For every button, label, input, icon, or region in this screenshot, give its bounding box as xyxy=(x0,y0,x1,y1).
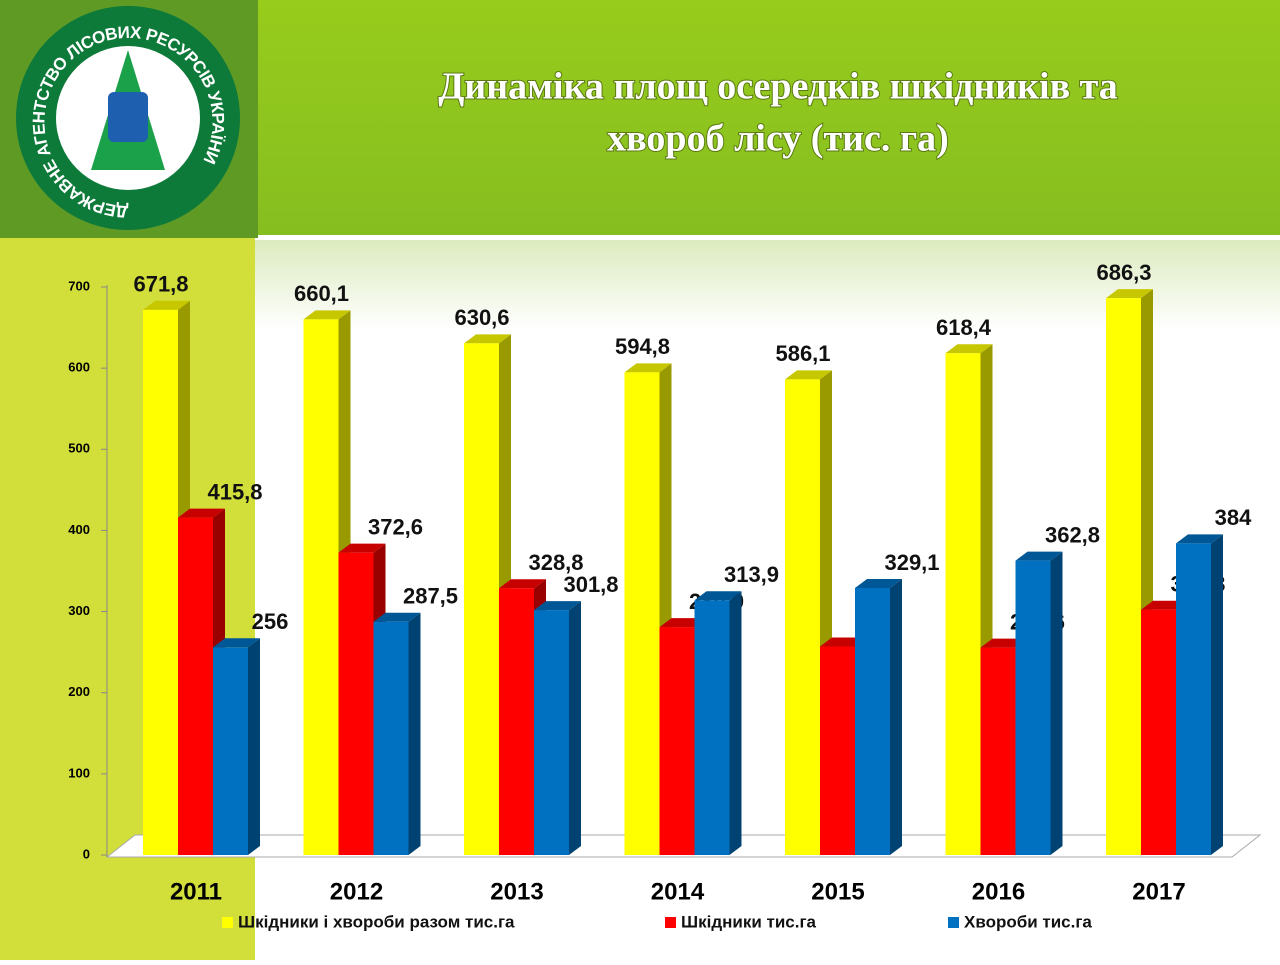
value-label: 686,3 xyxy=(1096,260,1151,285)
bar-top xyxy=(464,334,511,344)
logo-shield xyxy=(108,92,148,142)
bar-top xyxy=(303,310,351,320)
legend-label: Шкідники тис.га xyxy=(681,912,817,931)
y-tick-label: 200 xyxy=(68,684,90,699)
value-label: 362,8 xyxy=(1045,522,1100,547)
bar xyxy=(785,379,820,855)
x-tick-label: 2014 xyxy=(651,878,705,905)
legend-swatch xyxy=(948,917,959,928)
bar xyxy=(855,587,890,855)
y-tick-label: 500 xyxy=(68,441,90,456)
x-tick-label: 2013 xyxy=(490,878,543,905)
bar xyxy=(303,319,339,856)
bar-top xyxy=(143,300,190,310)
bar xyxy=(945,353,981,855)
legend-swatch xyxy=(222,917,233,928)
bar xyxy=(338,552,374,855)
bar-top xyxy=(624,363,672,373)
bar-top xyxy=(1015,551,1063,561)
bar xyxy=(373,621,409,855)
bar xyxy=(980,647,1016,855)
value-label: 660,1 xyxy=(294,281,349,306)
bar-top xyxy=(373,612,421,622)
value-label: 256 xyxy=(252,609,289,634)
value-label: 586,1 xyxy=(775,341,830,366)
bar-top xyxy=(1106,289,1153,299)
y-tick-label: 100 xyxy=(68,765,90,780)
value-label: 630,6 xyxy=(454,305,509,330)
bar-top xyxy=(694,591,742,601)
bar xyxy=(534,610,569,855)
bar-side xyxy=(569,601,581,855)
bar-side xyxy=(890,578,902,855)
bar xyxy=(213,647,248,855)
value-label: 313,9 xyxy=(724,562,779,587)
bar-side xyxy=(1211,534,1223,855)
legend-label: Шкідники і хвороби разом тис.га xyxy=(238,912,515,931)
bar xyxy=(178,517,213,855)
value-label: 594,8 xyxy=(615,334,670,359)
x-tick-label: 2011 xyxy=(170,878,222,905)
logo: ДЕРЖАВНЕ АГЕНТСТВО ЛІСОВИХ РЕСУРСІВ УКРА… xyxy=(16,6,240,230)
value-label: 328,8 xyxy=(528,550,583,575)
bar-side xyxy=(1050,551,1063,855)
bar xyxy=(499,588,534,855)
value-label: 301,8 xyxy=(563,572,618,597)
bar xyxy=(659,627,695,855)
y-tick-label: 600 xyxy=(68,360,90,375)
bar xyxy=(624,372,660,855)
bar xyxy=(1015,560,1051,855)
bar-side xyxy=(729,591,742,855)
title-line: Динаміка площ осередків шкідників та xyxy=(438,66,1118,108)
legend-label: Хвороби тис.га xyxy=(964,912,1092,931)
title-line: хвороб лісу (тис. га) xyxy=(607,118,949,160)
bar-top xyxy=(534,601,581,611)
legend-swatch xyxy=(665,917,676,928)
bar-top xyxy=(785,370,832,380)
y-tick-label: 0 xyxy=(83,846,90,861)
bar xyxy=(143,309,178,855)
bar-side xyxy=(248,638,260,855)
bar-top xyxy=(855,578,902,588)
bar xyxy=(1176,543,1211,855)
value-label: 384 xyxy=(1215,505,1252,530)
bar-top xyxy=(499,579,546,589)
value-label: 329,1 xyxy=(884,550,939,575)
bar-top xyxy=(338,543,386,553)
x-tick-label: 2017 xyxy=(1132,878,1185,905)
bar xyxy=(1141,609,1176,855)
bar-top xyxy=(945,344,993,354)
bar-top xyxy=(178,508,225,518)
y-tick-label: 300 xyxy=(68,603,90,618)
value-label: 618,4 xyxy=(936,315,992,340)
bar xyxy=(694,600,730,855)
x-tick-label: 2016 xyxy=(972,878,1025,905)
x-tick-label: 2015 xyxy=(811,878,864,905)
x-tick-label: 2012 xyxy=(330,878,383,905)
value-label: 372,6 xyxy=(368,514,423,539)
y-tick-label: 700 xyxy=(68,278,90,293)
value-label: 287,5 xyxy=(403,584,458,609)
bar-top xyxy=(1176,534,1223,544)
y-tick-label: 400 xyxy=(68,522,90,537)
bar-side xyxy=(408,612,421,855)
bar xyxy=(820,646,855,855)
value-label: 671,8 xyxy=(133,272,188,297)
value-label: 415,8 xyxy=(207,479,262,504)
bar-top xyxy=(213,638,260,648)
bar xyxy=(464,343,499,855)
bar xyxy=(1106,298,1141,855)
